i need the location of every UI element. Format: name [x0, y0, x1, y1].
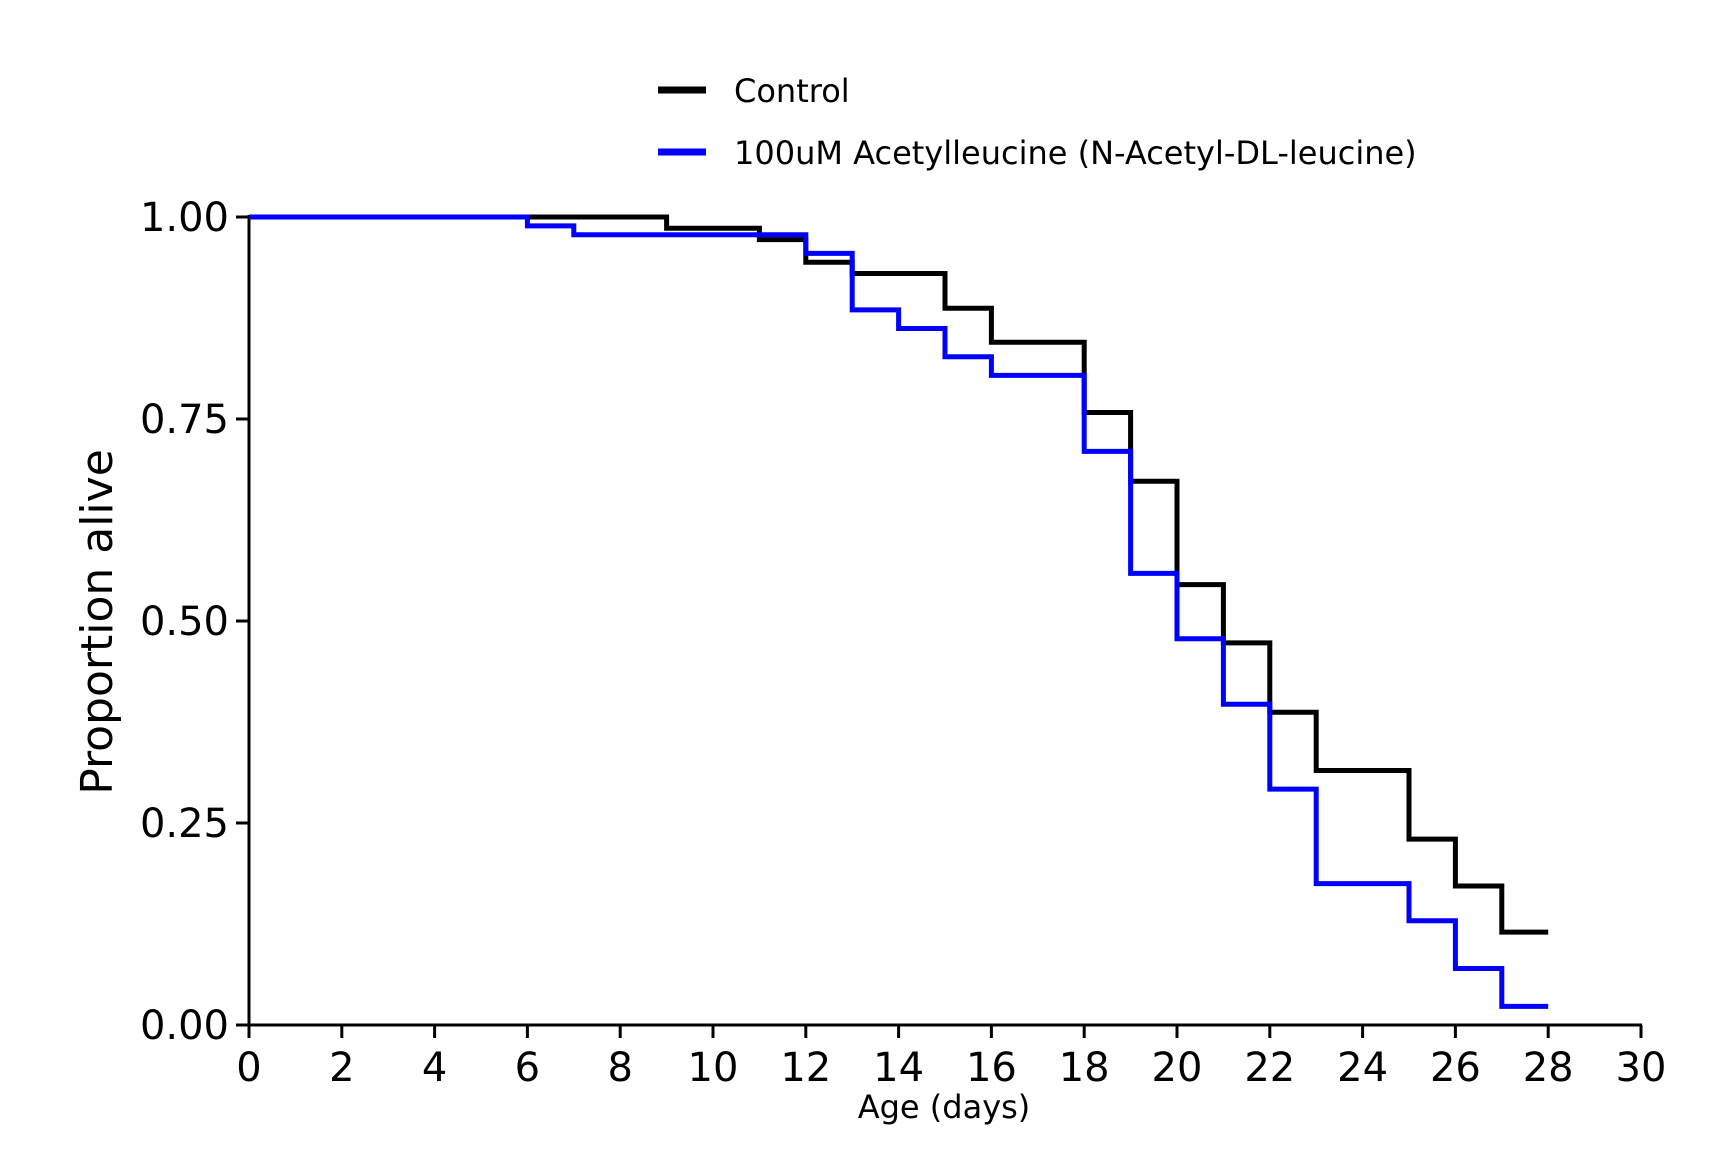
- x-tick-label: 6: [515, 1045, 540, 1091]
- y-axis-label: Proportion alive: [72, 449, 123, 795]
- y-axis: 0.00 0.25 0.50 0.75 1.00: [140, 195, 251, 1049]
- x-tick-label: 12: [780, 1045, 831, 1091]
- x-tick-label: 16: [966, 1045, 1017, 1091]
- x-tick-label: 0: [236, 1045, 261, 1091]
- x-tick-label: 4: [422, 1045, 447, 1091]
- x-axis: 0 2 4 6 8 10 12 14 16 18 20 22 24 26 28 30: [236, 1023, 1667, 1091]
- x-tick-label: 14: [873, 1045, 924, 1091]
- x-tick-label: 28: [1523, 1045, 1574, 1091]
- series-line-treatment: [249, 214, 1549, 1009]
- x-tick-label: 20: [1152, 1045, 1203, 1091]
- x-tick-label: 24: [1337, 1045, 1388, 1091]
- y-tick-label: 0.75: [140, 397, 229, 443]
- x-tick-label: 2: [329, 1045, 354, 1091]
- legend-label-control: Control: [734, 72, 850, 110]
- y-tick-label: 0.25: [140, 801, 229, 847]
- x-tick-label: 18: [1059, 1045, 1110, 1091]
- legend: Control 100uM Acetylleucine (N-Acetyl-DL…: [658, 72, 1417, 172]
- x-tick-label: 10: [688, 1045, 739, 1091]
- y-tick-label: 1.00: [140, 195, 229, 241]
- x-axis-label: Age (days): [858, 1088, 1031, 1126]
- y-tick-label: 0.00: [140, 1003, 229, 1049]
- x-tick-label: 30: [1616, 1045, 1667, 1091]
- y-tick-label: 0.50: [140, 599, 229, 645]
- x-tick-label: 26: [1430, 1045, 1481, 1091]
- series-group: [249, 214, 1549, 1009]
- x-tick-label: 22: [1244, 1045, 1295, 1091]
- legend-label-treatment: 100uM Acetylleucine (N-Acetyl-DL-leucine…: [734, 134, 1417, 172]
- x-tick-label: 8: [607, 1045, 632, 1091]
